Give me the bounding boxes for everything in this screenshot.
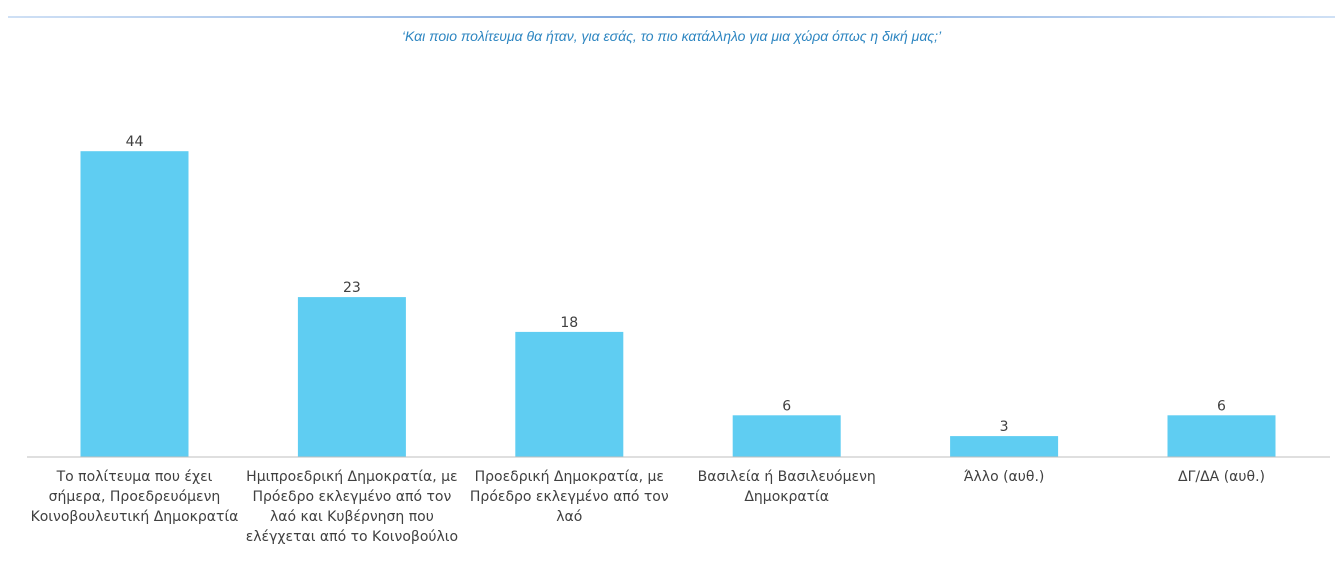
category-label-5: Άλλο (αυθ.)	[964, 469, 1045, 485]
bar-1	[80, 151, 189, 457]
data-label-3: 18	[560, 315, 578, 331]
category-label-6: ΔΓ/ΔΑ (αυθ.)	[1178, 469, 1265, 485]
bar-2	[297, 297, 406, 457]
top-divider	[8, 16, 1335, 18]
chart-title: ‘Και ποιο πολίτευμα θα ήταν, για εσάς, τ…	[401, 28, 942, 44]
category-label-3: Προεδρική Δημοκρατία, με Πρόεδρο εκλεγμέν…	[470, 469, 669, 525]
bar-5	[950, 436, 1059, 457]
bar-4	[732, 415, 841, 457]
data-label-5: 3	[1000, 419, 1009, 435]
data-label-6: 6	[1217, 398, 1226, 414]
bar-3	[515, 331, 624, 457]
data-label-4: 6	[782, 398, 791, 414]
category-label-2: Ημιπροεδρική Δημοκρατία, με Πρόεδρο εκλεγ…	[246, 469, 458, 545]
category-label-1: Το πολίτευμα που έχει σήμερα, Προεδρευόμε…	[31, 469, 239, 525]
data-label-1: 44	[126, 134, 144, 150]
data-label-2: 23	[343, 280, 361, 296]
bar-6	[1167, 415, 1276, 457]
category-label-4: Βασιλεία ή Βασιλευόμενη Δημοκρατία	[698, 469, 876, 505]
